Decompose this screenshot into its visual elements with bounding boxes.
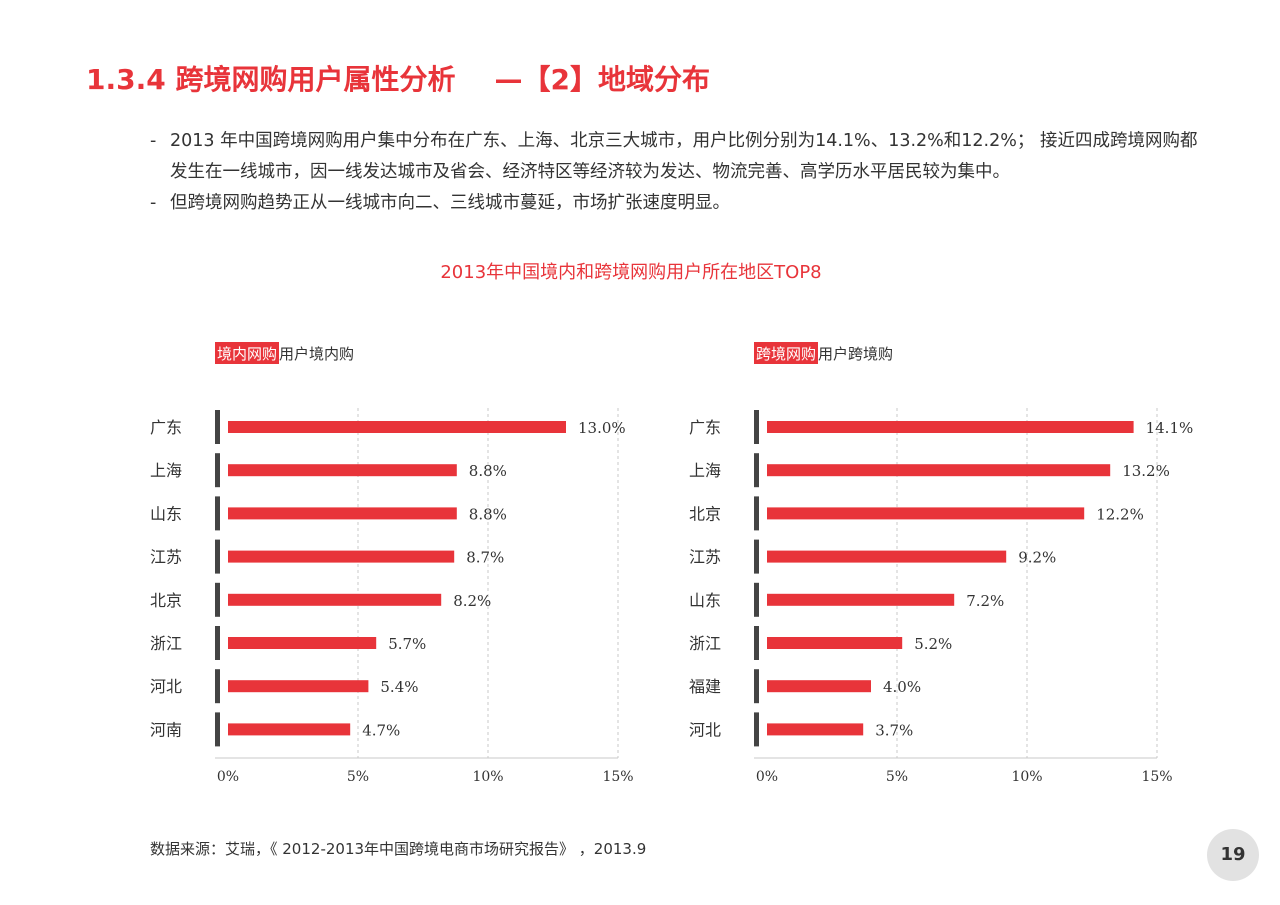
legend-tag-box <box>754 342 818 364</box>
value-label: 8.8% <box>469 505 507 523</box>
x-tick-label: 5% <box>347 769 369 785</box>
bar <box>767 507 1085 520</box>
category-label: 江苏 <box>689 548 721 567</box>
category-label: 山东 <box>150 504 182 523</box>
bullet-item: - 但跨境网购趋势正从一线城市向二、三线城市蔓延，市场扩张速度明显。 <box>150 188 1210 219</box>
value-label: 14.1% <box>1146 419 1194 437</box>
bar <box>767 723 864 736</box>
category-label: 广东 <box>689 418 721 437</box>
axis-segment <box>754 410 759 444</box>
value-label: 3.7% <box>875 721 913 739</box>
category-label: 广东 <box>150 418 182 437</box>
page-number: 19 <box>1207 829 1259 881</box>
axis-segment <box>754 539 759 574</box>
bullet-text: 但跨境网购趋势正从一线城市向二、三线城市蔓延，市场扩张速度明显。 <box>170 193 730 213</box>
axis-segment <box>754 582 759 617</box>
bar <box>228 421 566 433</box>
value-label: 9.2% <box>1018 549 1056 567</box>
bar <box>228 637 377 649</box>
x-tick-label: 0% <box>217 769 239 785</box>
bullet-marker: - <box>150 193 157 213</box>
value-label: 5.4% <box>380 678 418 696</box>
category-label: 浙江 <box>150 634 182 653</box>
bar <box>228 550 455 563</box>
x-tick-label: 15% <box>602 769 633 785</box>
chart-title: 2013年中国境内和跨境网购用户所在地区TOP8 <box>440 262 822 283</box>
bar <box>228 723 351 736</box>
category-label: 河北 <box>150 677 182 696</box>
value-label: 13.2% <box>1122 462 1170 480</box>
x-tick-label: 5% <box>886 769 908 785</box>
legend-tag-box <box>215 342 279 364</box>
axis-segment <box>215 453 220 488</box>
data-source: 数据来源：艾瑞，《 2012-2013年中国跨境电商市场研究报告》 ，2013.… <box>150 840 647 858</box>
category-label: 上海 <box>150 461 182 480</box>
bar <box>767 680 871 693</box>
value-label: 13.0% <box>578 419 626 437</box>
axis-segment <box>215 669 220 704</box>
bullet-item: - 2013 年中国跨境网购用户集中分布在广东、上海、北京三大城市，用户比例分别… <box>150 126 1210 188</box>
value-label: 5.7% <box>388 635 426 653</box>
bar <box>767 550 1007 563</box>
bar <box>767 421 1134 433</box>
axis-segment <box>215 539 220 574</box>
axis-segment <box>754 669 759 704</box>
axis-segment <box>754 712 759 747</box>
crossborder-bar-chart: 跨境网购 用户跨境购 0% 5% 10% 15% 广东 14.1% 上海 13.2% 北京 12.2%… <box>689 342 1194 785</box>
category-label: 上海 <box>689 461 721 480</box>
bar <box>767 637 903 649</box>
category-label: 北京 <box>689 504 721 523</box>
axis-segment <box>754 453 759 488</box>
bar <box>228 507 457 520</box>
category-label: 福建 <box>689 677 721 696</box>
bar <box>767 464 1111 477</box>
bullet-text: 2013 年中国跨境网购用户集中分布在广东、上海、北京三大城市，用户比例分别为1… <box>170 131 1198 182</box>
category-label: 河南 <box>150 720 182 739</box>
page-title: 1.3.4 跨境网购用户属性分析 —【2】地域分布 <box>86 63 710 96</box>
category-label: 浙江 <box>689 634 721 653</box>
value-label: 4.7% <box>362 721 400 739</box>
legend-tag-text: 跨境网购 <box>756 345 816 363</box>
legend-tag-text: 境内网购 <box>217 345 277 363</box>
bullet-marker: - <box>150 131 157 151</box>
x-tick-label: 0% <box>756 769 778 785</box>
value-label: 8.2% <box>453 592 491 610</box>
axis-segment <box>215 626 220 660</box>
value-label: 8.8% <box>469 462 507 480</box>
axis-segment <box>215 496 220 531</box>
value-label: 5.2% <box>914 635 952 653</box>
axis-segment <box>215 712 220 747</box>
value-label: 12.2% <box>1096 505 1144 523</box>
axis-segment <box>215 410 220 444</box>
bar <box>228 464 457 477</box>
category-label: 河北 <box>689 720 721 739</box>
category-label: 江苏 <box>150 548 182 567</box>
value-label: 4.0% <box>883 678 921 696</box>
value-label: 7.2% <box>966 592 1004 610</box>
value-label: 8.7% <box>466 549 504 567</box>
bar <box>228 680 369 693</box>
x-tick-label: 15% <box>1141 769 1172 785</box>
x-tick-label: 10% <box>1011 769 1042 785</box>
bullet-list: - 2013 年中国跨境网购用户集中分布在广东、上海、北京三大城市，用户比例分别… <box>150 126 1210 219</box>
x-tick-label: 10% <box>472 769 503 785</box>
axis-segment <box>754 626 759 660</box>
bar <box>228 593 442 606</box>
category-label: 山东 <box>689 591 721 610</box>
axis-segment <box>215 582 220 617</box>
bar <box>767 593 955 606</box>
legend-text: 用户跨境购 <box>818 345 893 363</box>
category-label: 北京 <box>150 591 182 610</box>
axis-segment <box>754 496 759 531</box>
legend-text: 用户境内购 <box>279 345 354 363</box>
domestic-bar-chart: 境内网购 用户境内购 0% 5% 10% 15% 广东 13.0% 上海 8.8% 山东 8.8% 江苏… <box>150 342 634 785</box>
